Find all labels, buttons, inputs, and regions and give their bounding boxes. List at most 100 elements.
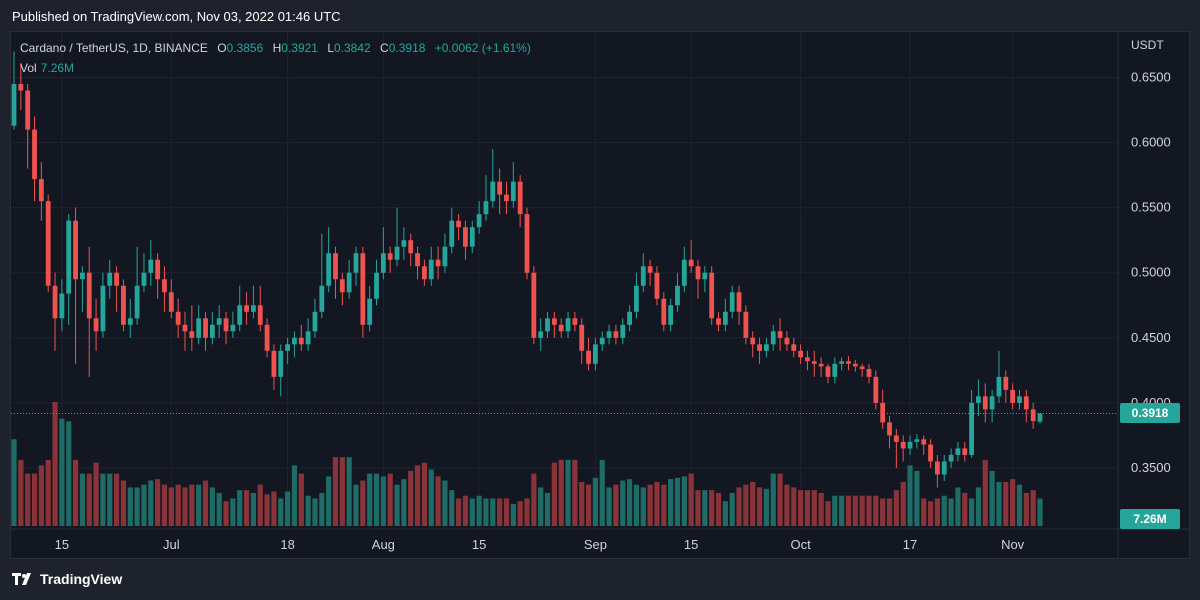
price-tick-label: 0.6000 [1131, 135, 1171, 150]
candle-body [114, 272, 119, 286]
candles [11, 51, 1043, 488]
time-tick-label: 15 [55, 537, 69, 552]
candle-body [805, 357, 810, 362]
candle-body [832, 363, 838, 377]
candle-body [271, 350, 277, 377]
volume-bar [449, 490, 455, 526]
candle-body [551, 318, 557, 325]
candle-body [859, 366, 865, 370]
candle-body [962, 448, 968, 455]
candle-body [579, 324, 585, 351]
volume-bar [921, 498, 927, 526]
tradingview-icon [12, 573, 31, 585]
candle-body [25, 90, 31, 130]
volume-bar [592, 477, 598, 526]
candle-body [80, 272, 85, 280]
candle-body [11, 84, 17, 126]
candle-body [93, 318, 99, 332]
volume-bar [852, 495, 858, 526]
candle-body [893, 435, 899, 442]
volume-bar [873, 495, 879, 526]
volume-bar [551, 462, 557, 526]
time-tick-label: Jul [163, 537, 180, 552]
candle-body [736, 292, 742, 312]
candle-body [490, 181, 496, 202]
candle-body [353, 253, 359, 273]
candle-body [367, 298, 373, 325]
candle-body [189, 331, 195, 338]
candle-body [339, 279, 345, 293]
volume-bar [346, 457, 352, 526]
volume-bar [715, 492, 722, 526]
candle-body [695, 266, 701, 280]
change-value: +0.0062 (+1.61%) [434, 41, 531, 55]
volume-bar [31, 473, 38, 526]
candle-body [688, 259, 694, 267]
candle-body [716, 318, 721, 325]
candle-body [770, 331, 776, 345]
price-axis: USDT 0.35000.40000.45000.50000.55000.600… [1131, 38, 1171, 475]
volume-bar [114, 473, 120, 526]
candle-body [928, 444, 933, 462]
volume-bar [1003, 481, 1009, 526]
volume-bar [408, 470, 414, 526]
volume-bar [100, 473, 106, 526]
candle-body [333, 253, 338, 280]
volume-bar [155, 479, 161, 526]
volume-bar [695, 490, 701, 526]
candle-body [722, 311, 728, 325]
volume-bar [271, 491, 277, 526]
volume-bar [661, 484, 667, 526]
candle-body [148, 259, 154, 273]
volume-bar [168, 487, 174, 526]
volume-bar [784, 484, 790, 526]
candle-body [620, 324, 626, 338]
volume-bar [941, 495, 947, 526]
candle-body [408, 240, 414, 254]
candle-body [818, 363, 824, 367]
close-key: C [380, 41, 389, 55]
volume-bar [285, 491, 291, 526]
candle-body [264, 324, 270, 351]
candle-body [469, 227, 475, 247]
volume-bar [11, 439, 17, 526]
price-tick-label: 0.5500 [1131, 200, 1171, 215]
candle-body [743, 311, 749, 338]
candle-body [599, 337, 605, 345]
volume-bar [729, 492, 735, 526]
volume-bar [243, 490, 250, 526]
candle-body [497, 181, 503, 195]
volume-bar [59, 418, 65, 526]
candle-body [257, 305, 263, 325]
volume-bar [914, 470, 920, 526]
volume-bar [503, 498, 510, 526]
volume-bar [134, 487, 140, 526]
volume-bar [640, 487, 646, 526]
candle-body [134, 285, 140, 319]
volume-bar [456, 498, 462, 526]
volume-legend: Vol 7.26M [20, 61, 74, 75]
tradingview-logo[interactable]: TradingView [12, 571, 122, 587]
volume-bar [777, 473, 783, 526]
candle-body [647, 266, 653, 273]
volume-bar [86, 473, 92, 526]
volume-bar [442, 480, 448, 526]
volume-bar [490, 498, 496, 526]
time-tick-label: Nov [1001, 537, 1025, 552]
volume-bar [900, 481, 906, 526]
volume-bar [141, 484, 147, 526]
volume-bar [674, 477, 681, 526]
volume-bar [845, 495, 852, 526]
candle-body [606, 331, 612, 338]
volume-bar [934, 498, 940, 526]
candle-body [668, 305, 674, 325]
candle-body [196, 318, 202, 338]
volume-bar [798, 490, 804, 526]
candle-body [52, 285, 58, 319]
candle-body [791, 344, 797, 351]
candle-body [449, 220, 455, 247]
candle-body [168, 292, 174, 312]
candle-body [675, 285, 680, 306]
volume-key: Vol [20, 61, 37, 75]
